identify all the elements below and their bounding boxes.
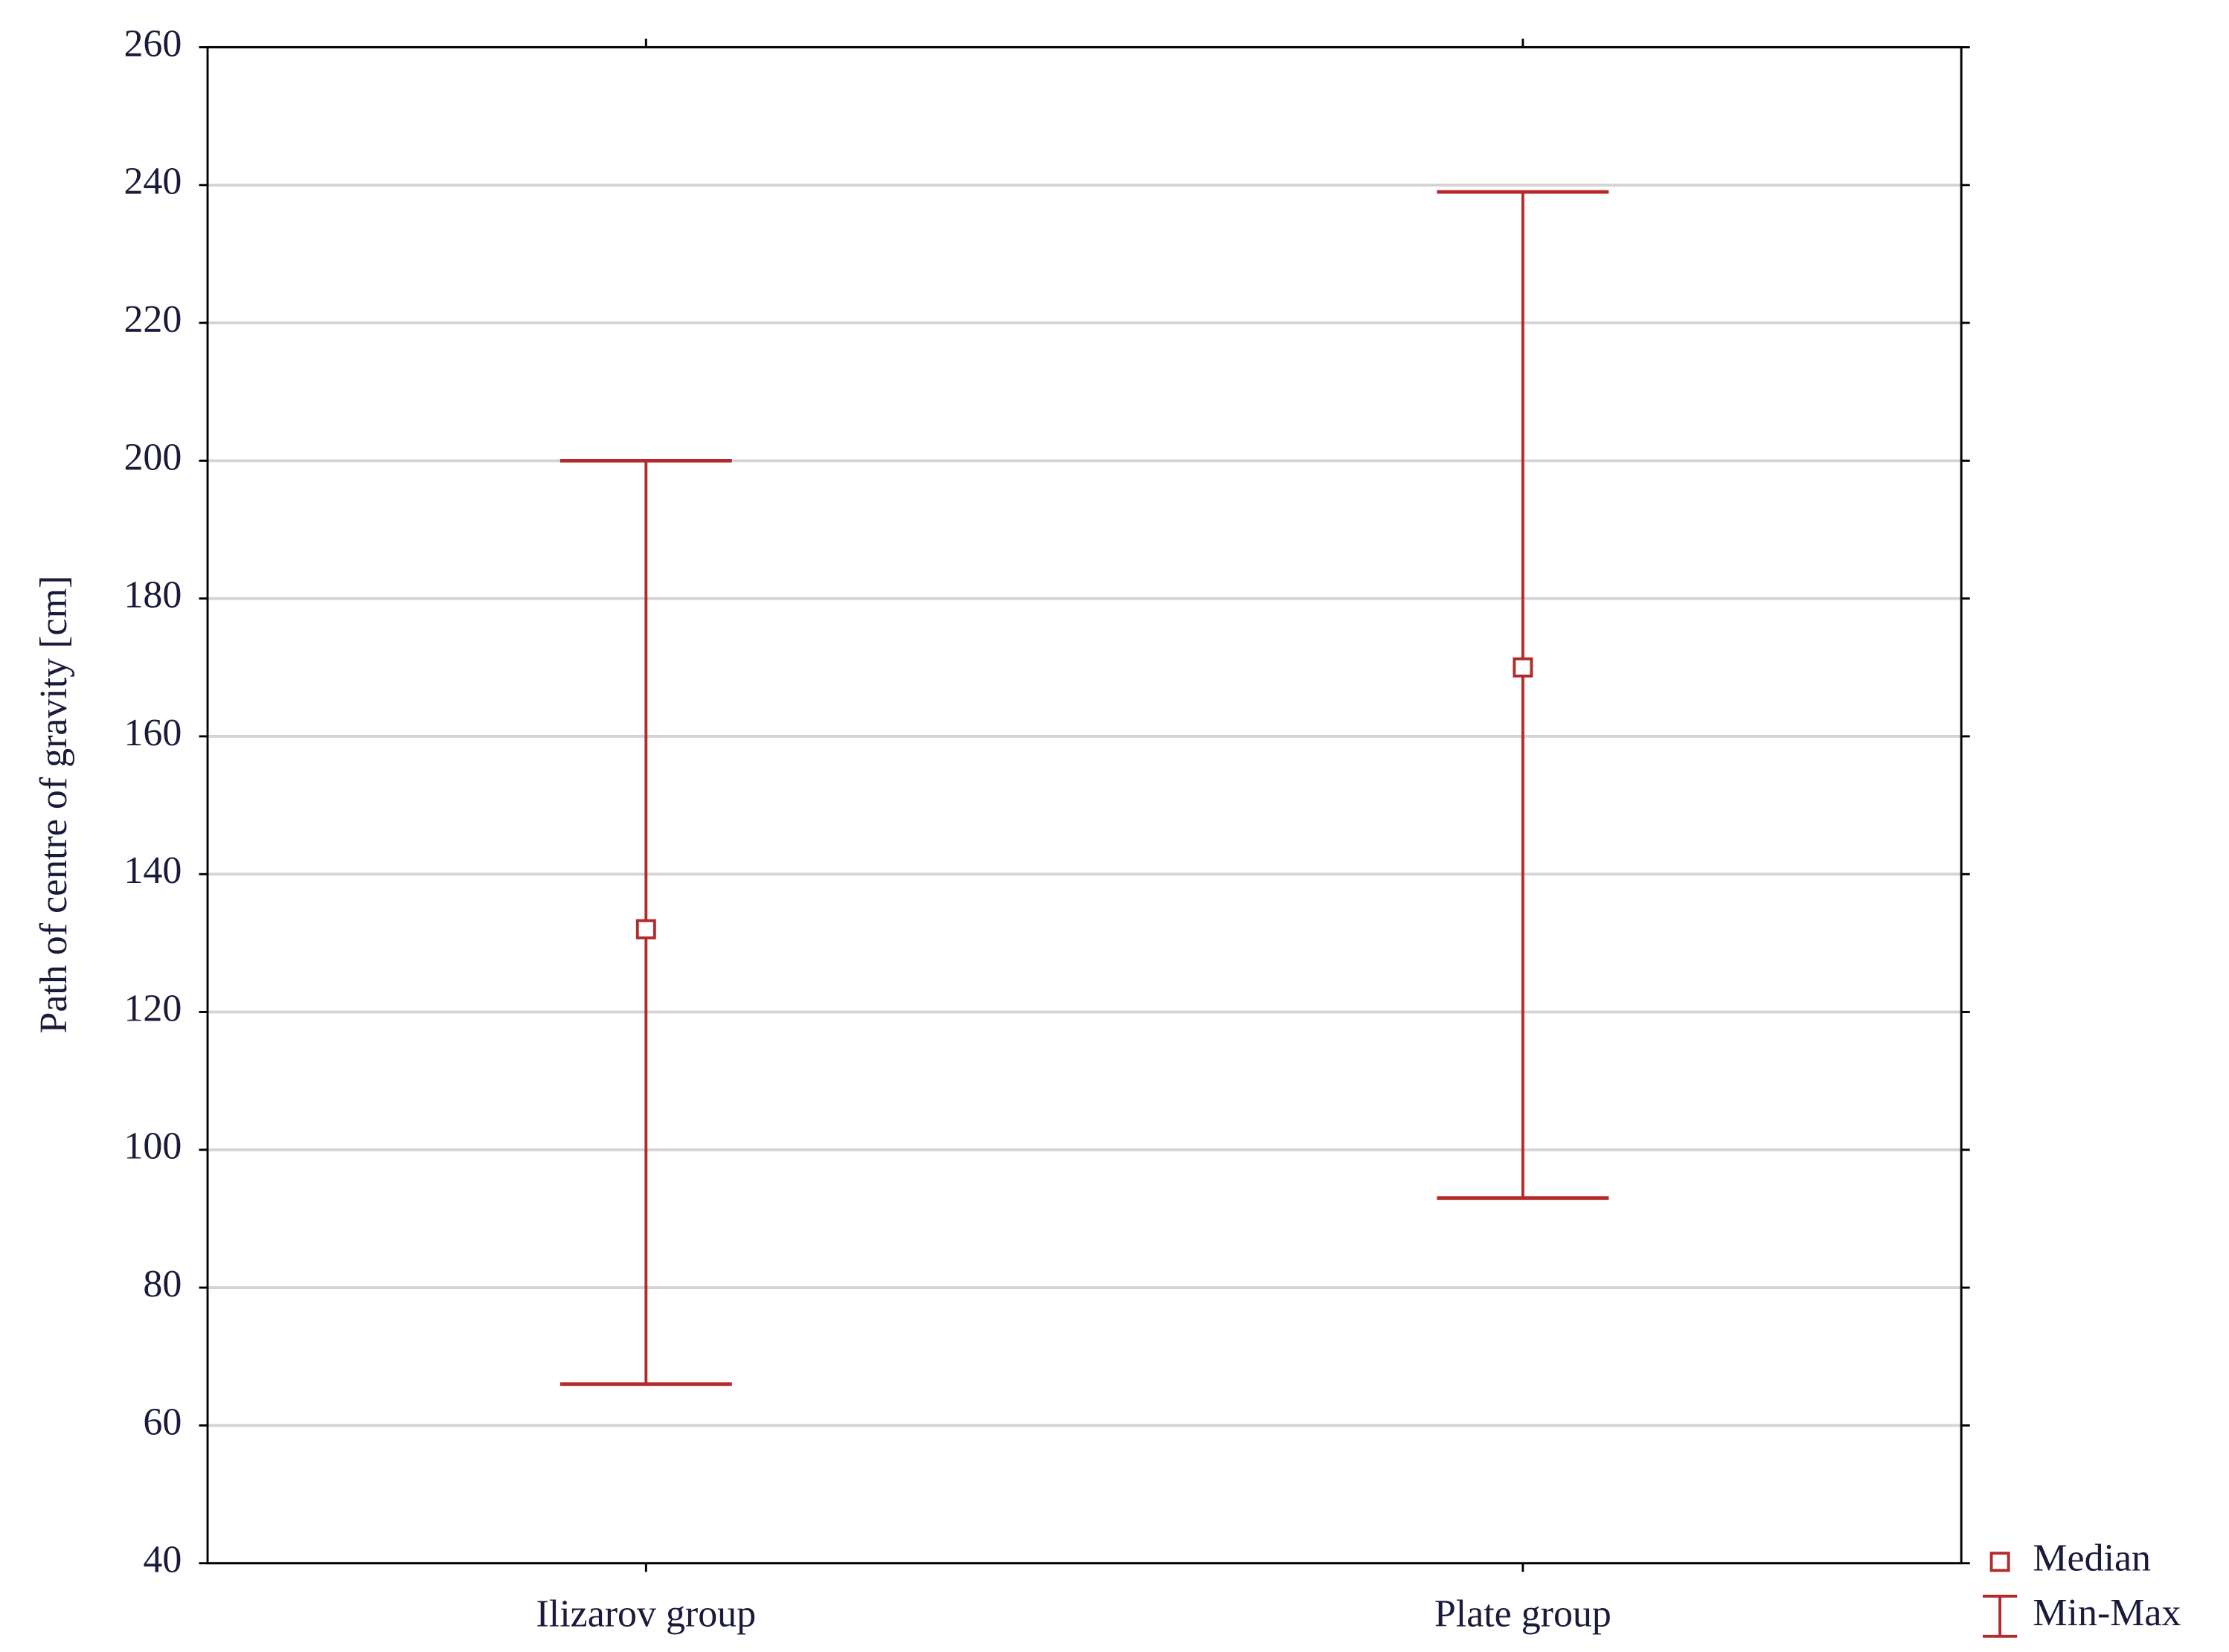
x-tick-label: Ilizarov group xyxy=(536,1593,756,1636)
plot-frame xyxy=(206,46,1963,1565)
y-tick-label: 80 xyxy=(143,1263,182,1305)
y-tick-label: 200 xyxy=(124,436,182,478)
y-tick-label: 260 xyxy=(124,22,182,65)
y-tick-label: 180 xyxy=(124,574,182,617)
y-tick-label: 120 xyxy=(124,987,182,1029)
y-tick-label: 60 xyxy=(143,1401,182,1443)
y-tick-label: 160 xyxy=(124,712,182,754)
y-tick-label: 140 xyxy=(124,849,182,892)
legend-label: Median xyxy=(2033,1537,2151,1580)
y-tick-label: 40 xyxy=(143,1539,182,1581)
y-tick-label: 100 xyxy=(124,1125,182,1168)
y-tick-label: 220 xyxy=(124,298,182,341)
x-tick-label: Plate group xyxy=(1434,1593,1611,1636)
legend-marker xyxy=(1989,1552,2010,1572)
y-tick-label: 240 xyxy=(124,161,182,203)
legend-label: Min-Max xyxy=(2033,1592,2181,1634)
median-marker xyxy=(635,919,656,939)
y-axis-label: Path of centre of gravity [cm] xyxy=(33,576,75,1034)
median-marker xyxy=(1513,657,1533,678)
